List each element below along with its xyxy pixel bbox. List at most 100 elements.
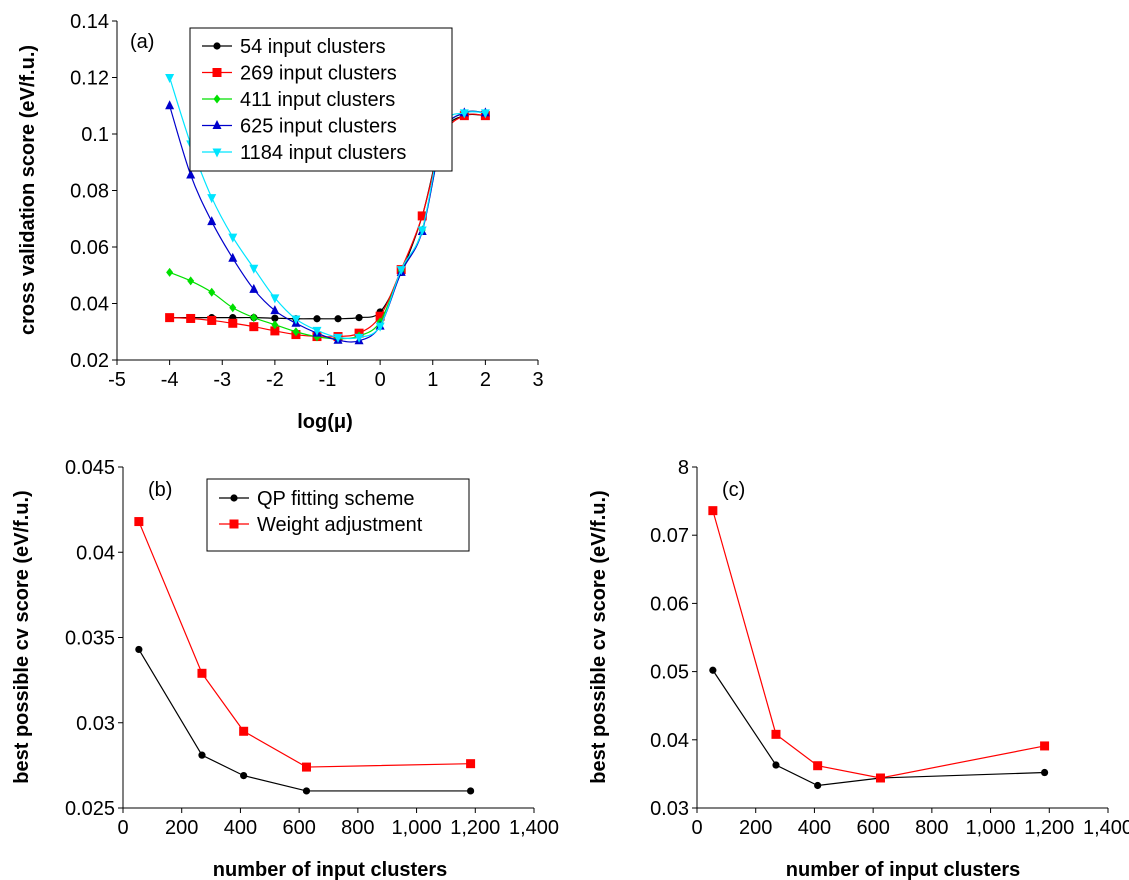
y-tick-label: 0.1 xyxy=(81,124,109,146)
data-point xyxy=(207,315,217,325)
data-point xyxy=(166,267,174,277)
y-tick-label: 0.12 xyxy=(70,68,109,90)
y-tick-label: 0.06 xyxy=(70,237,109,259)
legend-swatch-marker xyxy=(212,68,222,77)
y-axis-label: cross validation score (eV/f.u.) xyxy=(17,45,39,335)
data-point xyxy=(772,761,780,769)
chart-panel-2: 0.03 0.04 0.05 0.06 0.07 8 0 200 400 600 800 1,000 1… xyxy=(588,457,1129,880)
data-point xyxy=(292,327,300,337)
x-tick-label: 0 xyxy=(117,817,128,839)
legend-entry: Weight adjustment xyxy=(257,514,423,536)
y-tick-label: 0.03 xyxy=(650,798,689,820)
x-tick-label: 400 xyxy=(224,817,257,839)
data-point xyxy=(875,773,885,783)
data-point xyxy=(375,311,385,321)
legend-swatch-marker xyxy=(212,120,222,129)
data-point xyxy=(313,315,321,323)
x-tick-label: 3 xyxy=(532,369,543,391)
y-tick-label: 0.04 xyxy=(76,542,115,564)
x-tick-label: 1,200 xyxy=(1024,817,1074,839)
data-point xyxy=(270,305,280,315)
y-tick-label: 0.02 xyxy=(70,350,109,372)
data-point xyxy=(187,276,195,286)
panel-label: (b) xyxy=(148,479,172,501)
x-axis-label: number of input clusters xyxy=(786,859,1020,880)
data-point xyxy=(240,772,248,780)
data-point xyxy=(165,100,175,110)
y-tick-label: 0.05 xyxy=(650,662,689,684)
data-point xyxy=(249,283,259,293)
data-point xyxy=(239,726,249,736)
data-point xyxy=(198,751,206,759)
x-tick-label: 2 xyxy=(480,369,491,391)
legend-entry: 269 input clusters xyxy=(240,63,397,85)
data-point xyxy=(270,294,280,304)
panel-label: (c) xyxy=(722,479,745,501)
y-tick-label: 8 xyxy=(678,457,689,479)
data-point xyxy=(186,313,196,323)
y-tick-label: 0.14 xyxy=(70,11,109,33)
data-point xyxy=(480,109,490,119)
data-point xyxy=(249,322,259,332)
data-point xyxy=(396,266,406,276)
legend-box xyxy=(189,27,453,172)
data-point xyxy=(459,109,469,119)
data-point xyxy=(207,194,217,204)
x-tick-label: 1,200 xyxy=(450,817,500,839)
x-tick-label: 200 xyxy=(165,817,198,839)
data-point xyxy=(375,322,385,332)
data-point xyxy=(708,506,718,516)
x-tick-label: -4 xyxy=(161,369,179,391)
legend-entry: QP fitting scheme xyxy=(257,488,414,510)
data-point xyxy=(134,517,144,527)
data-point xyxy=(165,313,175,323)
x-axis-label: number of input clusters xyxy=(213,859,447,880)
data-point xyxy=(228,318,238,328)
series-0 xyxy=(709,666,1049,790)
x-tick-label: 800 xyxy=(915,817,948,839)
data-point xyxy=(709,666,717,674)
data-point xyxy=(229,303,237,313)
data-point xyxy=(334,315,342,323)
x-axis-label: log(μ) xyxy=(297,411,353,433)
y-tick-label: 0.025 xyxy=(65,798,115,820)
x-tick-label: -2 xyxy=(266,369,284,391)
panel-label: (a) xyxy=(130,31,154,53)
data-point xyxy=(813,761,823,771)
series-1 xyxy=(708,506,1050,783)
x-tick-label: 1,000 xyxy=(966,817,1016,839)
legend-swatch-marker xyxy=(229,519,239,529)
legend-entry: 54 input clusters xyxy=(240,36,386,58)
data-point xyxy=(1040,741,1050,751)
data-point xyxy=(165,74,175,83)
x-tick-label: 1,400 xyxy=(1083,817,1129,839)
legend-swatch-marker xyxy=(230,494,238,502)
x-tick-label: -3 xyxy=(213,369,231,391)
data-point xyxy=(186,169,196,179)
chart-panel-0: 0.02 0.04 0.06 0.08 0.1 0.12 0.14 -5 -4 -3 -2 -1 0 1 2… xyxy=(17,11,544,433)
legend-entry: 625 input clusters xyxy=(240,116,397,138)
series-line xyxy=(138,521,471,768)
data-point xyxy=(291,315,301,325)
data-point xyxy=(208,287,216,297)
legend: 54 input clusters 269 input clusters 411 i… xyxy=(189,27,453,172)
data-point xyxy=(207,216,217,226)
data-point xyxy=(417,226,427,236)
x-tick-label: -1 xyxy=(319,369,337,391)
data-point xyxy=(249,264,259,274)
data-point xyxy=(301,762,311,772)
legend-entry: 411 input clusters xyxy=(240,89,395,111)
series-line xyxy=(712,510,1045,779)
data-point xyxy=(228,252,238,262)
y-tick-label: 0.035 xyxy=(65,628,115,650)
x-tick-label: 1,400 xyxy=(509,817,559,839)
legend-swatch-marker xyxy=(213,94,221,104)
y-axis-label: best possible cv score (eV/f.u.) xyxy=(11,490,33,783)
data-point xyxy=(228,233,238,243)
data-point xyxy=(771,729,781,739)
data-point xyxy=(466,787,475,795)
chart-panel-1: 0.025 0.03 0.035 0.04 0.045 0 200 400 600 800 1,00… xyxy=(11,457,559,880)
x-tick-label: 1,000 xyxy=(392,817,442,839)
y-tick-label: 0.03 xyxy=(76,713,115,735)
